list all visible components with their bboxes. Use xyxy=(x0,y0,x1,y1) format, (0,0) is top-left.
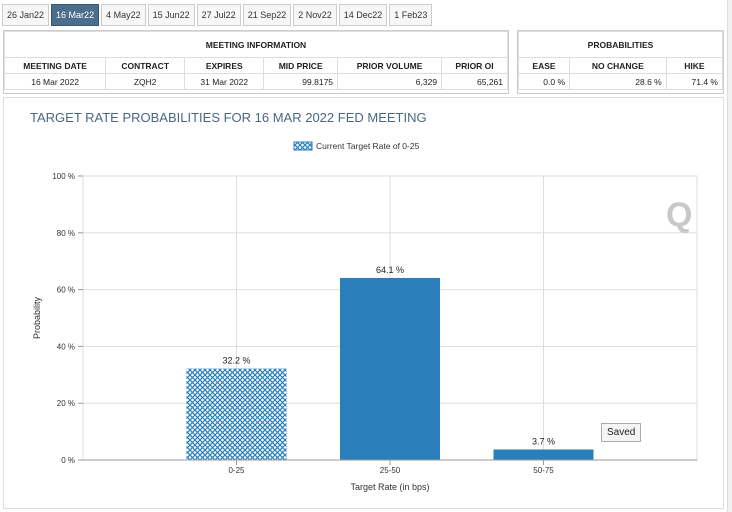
meeting-tabs: 26 Jan22 16 Mar22 4 May22 15 Jun22 27 Jul22 2… xyxy=(2,4,433,26)
meeting-date: 16 Mar 2022 xyxy=(3,73,107,90)
y-tick-label: 80 % xyxy=(57,229,75,238)
x-axis-title: Target Rate (in bps) xyxy=(350,482,429,492)
saved-tooltip: Saved xyxy=(601,423,642,442)
legend-label: Current Target Rate of 0-25 xyxy=(316,141,420,151)
meeting-information-panel: MEETING INFORMATION MEETING DATE CONTRACT… xyxy=(3,30,509,94)
tab-15-jun22[interactable]: 15 Jun22 xyxy=(147,4,195,26)
tab-4-may22[interactable]: 4 May22 xyxy=(101,4,146,26)
y-tick-label: 100 % xyxy=(52,172,75,181)
chart-panel: TARGET RATE PROBABILITIES FOR 16 MAR 202… xyxy=(3,97,724,509)
y-tick-label: 60 % xyxy=(57,286,75,295)
ease-value: 0.0 % xyxy=(517,73,571,90)
tab-14-dec22[interactable]: 14 Dec22 xyxy=(338,4,388,26)
x-tick-label: 25-50 xyxy=(380,466,401,475)
y-tick-label: 20 % xyxy=(57,399,75,408)
watermark-logo: Q xyxy=(666,196,692,234)
tab-27-jul22[interactable]: 27 Jul22 xyxy=(196,4,241,26)
bar-0-25 xyxy=(186,368,287,460)
prior-volume: 6,329 xyxy=(337,73,443,90)
chart-title: TARGET RATE PROBABILITIES FOR 16 MAR 202… xyxy=(30,110,427,125)
bar-25-50 xyxy=(340,277,440,460)
contract: ZQH2 xyxy=(105,73,186,90)
data-label: 32.2 % xyxy=(222,356,250,366)
scrollbar[interactable] xyxy=(727,0,732,512)
meeting-information-title: MEETING INFORMATION xyxy=(4,31,508,58)
prior-oi: 65,261 xyxy=(441,73,508,90)
x-tick-label: 0-25 xyxy=(228,466,245,475)
legend-swatch xyxy=(293,141,313,151)
x-tick-label: 50-75 xyxy=(533,466,554,475)
bar-50-75 xyxy=(493,449,594,460)
table-row: 0.0 % 28.6 % 71.4 % xyxy=(517,73,724,90)
table-row: 16 Mar 2022 ZQH2 31 Mar 2022 99.8175 6,329 65… xyxy=(3,73,508,90)
data-label: 3.7 % xyxy=(532,436,555,446)
expires: 31 Mar 2022 xyxy=(184,73,265,90)
tab-16-mar22[interactable]: 16 Mar22 xyxy=(51,4,100,26)
tab-2-nov22[interactable]: 2 Nov22 xyxy=(293,4,337,26)
tab-26-jan22[interactable]: 26 Jan22 xyxy=(2,4,50,26)
y-axis-title: Probability xyxy=(32,296,42,339)
data-label: 64.1 % xyxy=(376,265,404,275)
hike-value: 71.4 % xyxy=(665,73,724,90)
tab-21-sep22[interactable]: 21 Sep22 xyxy=(242,4,292,26)
y-tick-label: 40 % xyxy=(57,342,75,351)
no-change-value: 28.6 % xyxy=(569,73,667,90)
y-tick-label: 0 % xyxy=(61,456,75,465)
tab-1-feb23[interactable]: 1 Feb23 xyxy=(389,4,433,26)
mid-price: 99.8175 xyxy=(263,73,339,90)
probabilities-panel: PROBABILITIES EASE NO CHANGE HIKE 0.0 % 28.… xyxy=(517,30,724,94)
